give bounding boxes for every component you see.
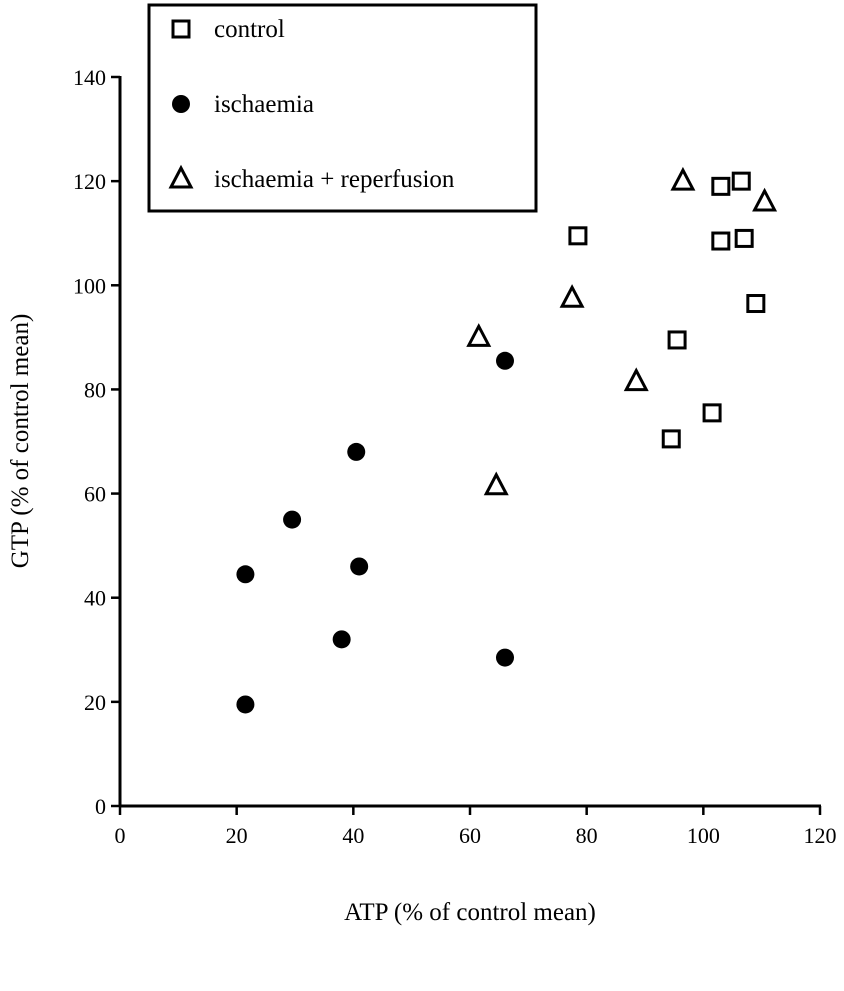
ischaemia-point [347,442,366,461]
control-point [711,176,731,196]
control-point [702,403,722,423]
x-tick-label: 80 [576,823,598,848]
control-point [568,226,588,246]
ischaemia-point [496,351,514,370]
control-point [667,330,687,350]
x-tick-label: 100 [687,823,720,848]
ischaemia-point [236,565,255,584]
reperfusion-point [483,471,509,496]
reperfusion-point [466,323,492,347]
legend-box [147,3,538,213]
ischaemia-point [332,630,351,649]
reperfusion-point [559,284,585,308]
x-tick-label: 0 [115,823,126,848]
y-tick-label: 60 [84,482,106,507]
ischaemia-point [350,557,369,576]
reperfusion-point [752,187,778,212]
y-tick-label: 40 [84,586,106,611]
ischaemia-point [236,695,255,714]
legend-label: control [214,16,285,43]
y-tick-label: 120 [73,169,106,194]
x-axis-title: ATP (% of control mean) [344,899,596,926]
y-tick-label: 20 [84,690,106,715]
legend-square-icon [171,19,191,39]
legend-circle-icon [172,95,190,113]
reperfusion-point [623,367,649,392]
control-point [734,228,754,248]
y-tick-label: 140 [73,65,106,90]
y-tick-label: 100 [73,273,106,298]
y-tick-label: 80 [84,377,106,402]
y-tick-label: 0 [95,794,106,819]
x-tick-label: 120 [804,823,837,848]
ischaemia-point [496,648,514,667]
control-point [731,171,751,191]
x-tick-label: 60 [459,823,481,848]
data-points [236,166,778,714]
control-point [746,294,766,314]
legend-triangle-icon [168,164,194,189]
ticks: 0 20 40 60 80 100 120 0 20 40 60 80 100 120 140 [73,65,837,848]
y-axis-title: GTP (% of control mean) [7,314,34,569]
legend: control ischaemia ischaemia + reperfusion [147,3,538,213]
x-tick-label: 40 [342,823,364,848]
legend-label: ischaemia + reperfusion [214,166,455,193]
x-tick-label: 20 [226,823,248,848]
control-point [711,231,731,251]
legend-label: ischaemia [214,91,314,118]
ischaemia-point [283,510,302,529]
reperfusion-point [670,166,696,191]
control-point [661,429,681,449]
